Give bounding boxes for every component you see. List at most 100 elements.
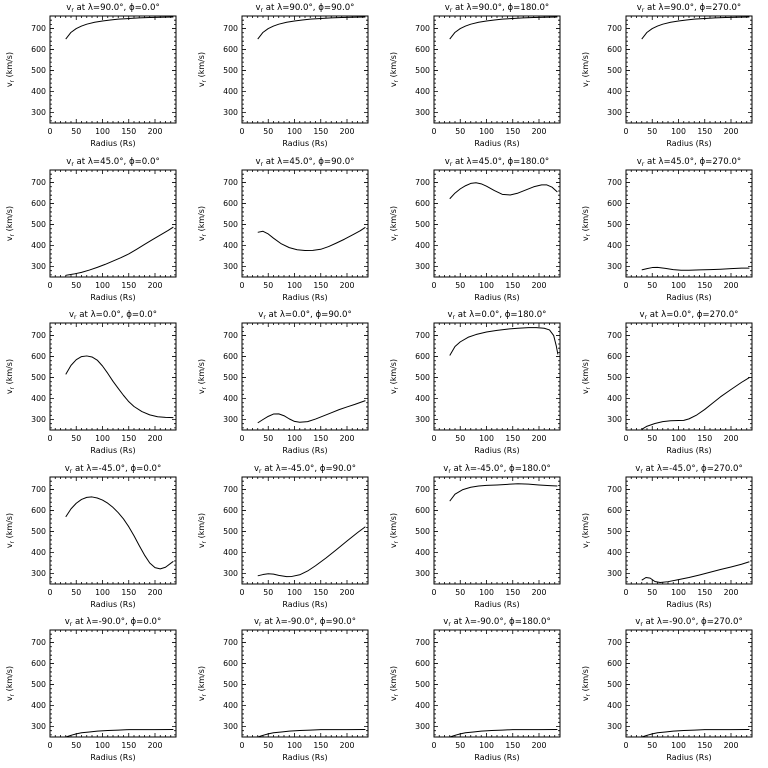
x-tick-label: 50	[647, 127, 657, 136]
subplot-cell: vr at λ=0.0°, ϕ=180.0° 300 400 500 600 700 0 50…	[384, 307, 576, 461]
axis-ticks	[50, 169, 176, 277]
x-tick-label: 0	[240, 741, 245, 750]
subplot-cell: vr at λ=-90.0°, ϕ=0.0° 300 400 500 600 700 0 50…	[0, 614, 192, 768]
x-tick-label: 200	[148, 127, 163, 136]
axis-ticks	[242, 15, 368, 123]
x-tick-label: 100	[479, 434, 494, 443]
subplot-cell: vr at λ=0.0°, ϕ=90.0° 300 400 500 600 700 0 50 1…	[192, 307, 384, 461]
x-tick-label: 50	[455, 281, 465, 290]
axes-box	[433, 476, 561, 585]
x-axis-label: Radius (Rs)	[666, 293, 711, 302]
x-tick-label: 100	[671, 741, 686, 750]
axes-box	[433, 169, 561, 278]
y-tick-label: 600	[223, 660, 238, 669]
axes-box	[49, 322, 177, 431]
x-tick-label: 200	[340, 127, 355, 136]
subplot: vr at λ=90.0°, ϕ=0.0° 300 400 500 600 700 0 50 1…	[5, 3, 177, 148]
x-tick-label: 100	[95, 281, 110, 290]
y-tick-label: 700	[223, 331, 238, 340]
x-tick-label: 100	[95, 741, 110, 750]
y-tick-label: 500	[31, 373, 46, 382]
y-axis-label: vr (km/s)	[389, 513, 400, 548]
y-tick-label: 500	[415, 373, 430, 382]
y-axis-label: vr (km/s)	[389, 666, 400, 701]
subplot: vr at λ=-90.0°, ϕ=270.0° 300 400 500 600 700 0…	[581, 617, 753, 762]
axis-ticks	[50, 15, 176, 123]
x-tick-label: 0	[48, 588, 53, 597]
y-tick-label: 600	[415, 660, 430, 669]
curve-vr	[65, 729, 174, 738]
curve-vr	[641, 729, 750, 738]
y-tick-label: 600	[31, 660, 46, 669]
x-tick-label: 100	[287, 588, 302, 597]
axes-box	[625, 15, 753, 124]
axes-box	[625, 322, 753, 431]
y-tick-label: 700	[415, 24, 430, 33]
x-tick-label: 200	[532, 741, 547, 750]
axes-box	[49, 169, 177, 278]
y-tick-label: 700	[415, 639, 430, 648]
y-tick-label: 400	[607, 87, 622, 96]
x-tick-label: 50	[71, 127, 81, 136]
axis-ticks	[242, 169, 368, 277]
y-tick-label: 300	[223, 569, 238, 578]
subplot: vr at λ=0.0°, ϕ=270.0° 300 400 500 600 700 0 50…	[581, 310, 753, 455]
x-tick-label: 0	[48, 127, 53, 136]
y-axis-label: vr (km/s)	[197, 52, 208, 87]
curve-vr	[257, 16, 366, 40]
subplot-title: vr at λ=0.0°, ϕ=180.0°	[448, 310, 547, 321]
x-tick-label: 150	[313, 281, 328, 290]
x-tick-label: 100	[95, 434, 110, 443]
y-axis-label: vr (km/s)	[197, 359, 208, 394]
subplot: vr at λ=-45.0°, ϕ=180.0° 300 400 500 600 700 0…	[389, 464, 561, 609]
y-tick-label: 500	[607, 373, 622, 382]
subplot-title: vr at λ=-90.0°, ϕ=0.0°	[65, 617, 162, 628]
x-axis-label: Radius (Rs)	[282, 600, 327, 609]
subplot-cell: vr at λ=0.0°, ϕ=270.0° 300 400 500 600 700 0 50…	[576, 307, 768, 461]
y-tick-label: 400	[415, 87, 430, 96]
y-tick-label: 600	[31, 352, 46, 361]
subplot: vr at λ=-45.0°, ϕ=90.0° 300 400 500 600 700 0 5…	[197, 464, 369, 609]
x-tick-label: 0	[48, 741, 53, 750]
x-tick-label: 150	[505, 741, 520, 750]
x-axis-label: Radius (Rs)	[474, 293, 519, 302]
y-tick-label: 600	[223, 199, 238, 208]
y-tick-label: 500	[223, 373, 238, 382]
curve-vr	[65, 16, 174, 40]
x-axis-label: Radius (Rs)	[282, 446, 327, 455]
y-tick-label: 300	[31, 569, 46, 578]
y-tick-label: 700	[607, 24, 622, 33]
subplot: vr at λ=45.0°, ϕ=270.0° 300 400 500 600 700 0 5…	[581, 157, 753, 302]
subplot: vr at λ=-45.0°, ϕ=0.0° 300 400 500 600 700 0 50…	[5, 464, 177, 609]
x-tick-label: 50	[647, 281, 657, 290]
x-axis-label: Radius (Rs)	[282, 139, 327, 148]
y-tick-label: 700	[31, 24, 46, 33]
y-tick-label: 600	[31, 45, 46, 54]
y-tick-label: 400	[607, 241, 622, 250]
y-tick-label: 500	[415, 527, 430, 536]
y-tick-label: 600	[607, 45, 622, 54]
axis-ticks	[242, 476, 368, 584]
y-tick-label: 300	[607, 108, 622, 117]
subplot: vr at λ=-90.0°, ϕ=180.0° 300 400 500 600 700 0…	[389, 617, 561, 762]
y-tick-label: 600	[31, 506, 46, 515]
x-tick-label: 100	[671, 434, 686, 443]
x-axis-label: Radius (Rs)	[90, 293, 135, 302]
y-tick-label: 500	[607, 220, 622, 229]
subplot-title: vr at λ=45.0°, ϕ=270.0°	[637, 157, 741, 168]
x-tick-label: 150	[313, 588, 328, 597]
y-tick-label: 600	[607, 660, 622, 669]
subplot-title: vr at λ=45.0°, ϕ=90.0°	[256, 157, 355, 168]
x-tick-label: 200	[148, 741, 163, 750]
x-tick-label: 0	[624, 434, 629, 443]
axis-ticks	[626, 15, 752, 123]
x-tick-label: 50	[263, 127, 273, 136]
y-tick-label: 600	[415, 45, 430, 54]
axis-ticks	[50, 630, 176, 738]
y-tick-label: 400	[223, 394, 238, 403]
subplot: vr at λ=-90.0°, ϕ=0.0° 300 400 500 600 700 0 50…	[5, 617, 177, 762]
y-tick-label: 400	[31, 87, 46, 96]
axes-box	[433, 322, 561, 431]
y-tick-label: 300	[223, 108, 238, 117]
